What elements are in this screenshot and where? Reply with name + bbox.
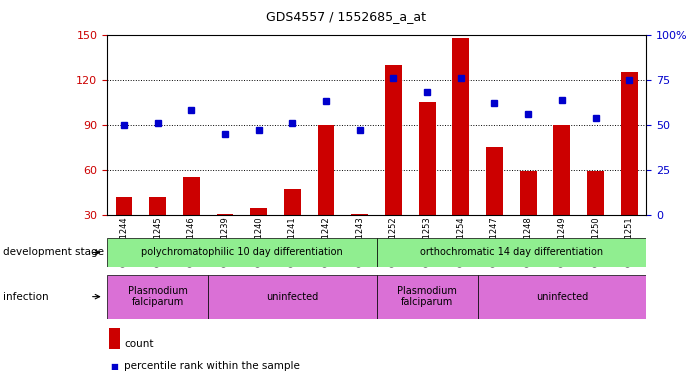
Text: count: count xyxy=(124,339,154,349)
Bar xyxy=(107,275,208,319)
Text: orthochromatic 14 day differentiation: orthochromatic 14 day differentiation xyxy=(419,247,603,258)
Bar xyxy=(486,147,503,215)
Bar xyxy=(107,238,377,267)
Text: uninfected: uninfected xyxy=(266,291,319,302)
Bar xyxy=(149,197,166,215)
Bar xyxy=(377,275,477,319)
Text: infection: infection xyxy=(3,291,49,302)
Bar xyxy=(587,171,604,215)
Text: Plasmodium
falciparum: Plasmodium falciparum xyxy=(397,286,457,308)
Text: uninfected: uninfected xyxy=(536,291,588,302)
Text: percentile rank within the sample: percentile rank within the sample xyxy=(124,361,301,371)
Bar xyxy=(250,207,267,215)
Bar xyxy=(284,189,301,215)
Bar xyxy=(477,275,646,319)
Bar xyxy=(520,171,537,215)
Bar xyxy=(115,197,133,215)
Text: polychromatophilic 10 day differentiation: polychromatophilic 10 day differentiatio… xyxy=(141,247,343,258)
Bar xyxy=(216,214,234,215)
Bar xyxy=(453,38,469,215)
Bar xyxy=(621,72,638,215)
Bar xyxy=(377,238,646,267)
Bar xyxy=(351,214,368,215)
Text: GDS4557 / 1552685_a_at: GDS4557 / 1552685_a_at xyxy=(265,10,426,23)
Bar xyxy=(553,125,570,215)
Text: development stage: development stage xyxy=(3,247,104,258)
Bar xyxy=(419,102,435,215)
Text: Plasmodium
falciparum: Plasmodium falciparum xyxy=(128,286,187,308)
Bar xyxy=(318,125,334,215)
Text: ■: ■ xyxy=(110,362,118,371)
Bar xyxy=(385,65,402,215)
Bar xyxy=(208,275,377,319)
Bar xyxy=(183,177,200,215)
